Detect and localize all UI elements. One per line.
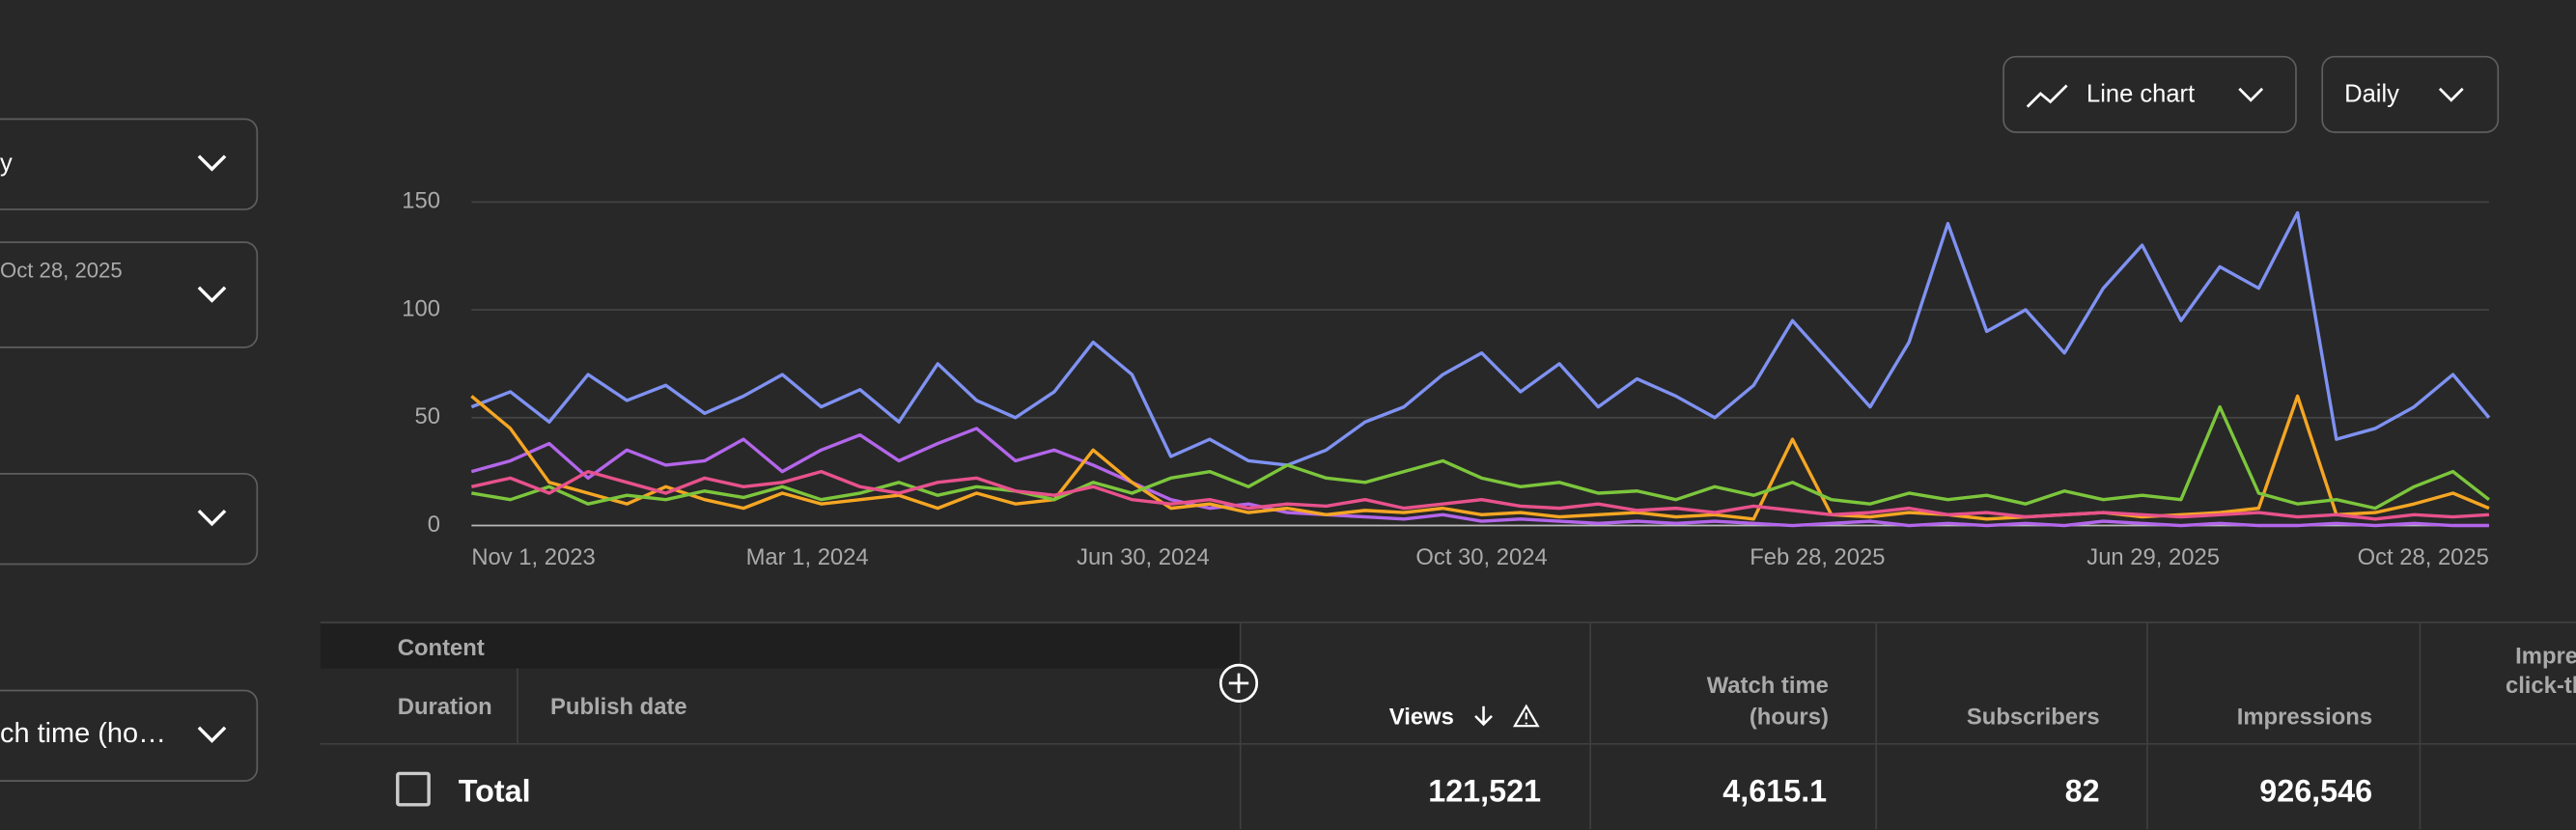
column-header[interactable]: click-th [2505,671,2576,699]
dropdown[interactable] [0,241,259,348]
column-header: Publish date [550,693,687,720]
column-header[interactable]: Views [1388,703,1454,730]
x-tick-label: Jun 29, 2025 [2086,544,2220,570]
group-header-bg [320,623,1241,669]
chart: 0 50 100 150 Nov 1, 2023 Mar 1, 2024 Jun 30, 2… [402,188,2491,570]
chevron [2238,87,2264,102]
dropdown[interactable] [0,689,259,782]
dropdown-text: y [0,149,13,178]
dropdown[interactable] [0,118,259,210]
total-value: 4,615.1 [1722,775,1828,810]
total-value: 926,546 [2259,775,2373,810]
x-tick-label: Nov 1, 2023 [471,544,595,570]
x-tick-label: Mar 1, 2024 [746,544,869,570]
column-header[interactable]: Impre [2515,642,2576,669]
y-tick-label: 100 [402,295,440,321]
column-header: Duration [397,693,492,720]
column-header[interactable]: (hours) [1749,703,1829,730]
total-value: 82 [2064,775,2100,810]
chevron [197,726,227,743]
y-tick-label: 150 [402,188,440,214]
dropdown[interactable] [0,473,259,566]
x-tick-label: Oct 30, 2024 [1415,544,1547,570]
add-column-icon[interactable] [1218,663,1259,703]
x-tick-label: Feb 28, 2025 [1750,544,1885,570]
series-line [470,427,2489,528]
y-tick-label: 50 [415,403,441,429]
group-header: Content [397,633,485,661]
series-line [470,469,2490,521]
chevron [2438,87,2464,102]
x-tick-label: Jun 30, 2024 [1077,544,1210,570]
column-header[interactable]: Subscribers [1966,703,2100,730]
total-value: 121,521 [1428,775,1542,810]
total-label: Total [458,775,531,810]
x-tick-label: Oct 28, 2025 [2358,544,2489,570]
table-lines [320,622,2576,830]
chevron [197,509,227,527]
series-line [470,210,2491,467]
chevrons [197,154,227,743]
sort-icon[interactable] [1474,706,1493,727]
chart-type-dropdown[interactable] [2002,55,2297,133]
series-line [471,404,2490,511]
warning-icon [1512,704,1540,728]
dropdown-text: Daily [2344,80,2399,109]
column-header[interactable]: Impressions [2236,703,2373,730]
checkbox[interactable] [396,771,431,807]
y-tick-label: 0 [428,512,440,538]
dropdown-text: Line chart [2086,80,2196,109]
dropdown-text: ch time (ho… [0,717,167,749]
interval-dropdown[interactable] [2321,55,2500,133]
column-header[interactable]: Watch time [1706,671,1829,699]
toolbar-icons [2026,84,2464,108]
dropdown-text: Oct 28, 2025 [0,258,123,283]
chevron [197,154,227,172]
chevron [197,286,227,303]
line-chart-icon [2026,84,2068,108]
